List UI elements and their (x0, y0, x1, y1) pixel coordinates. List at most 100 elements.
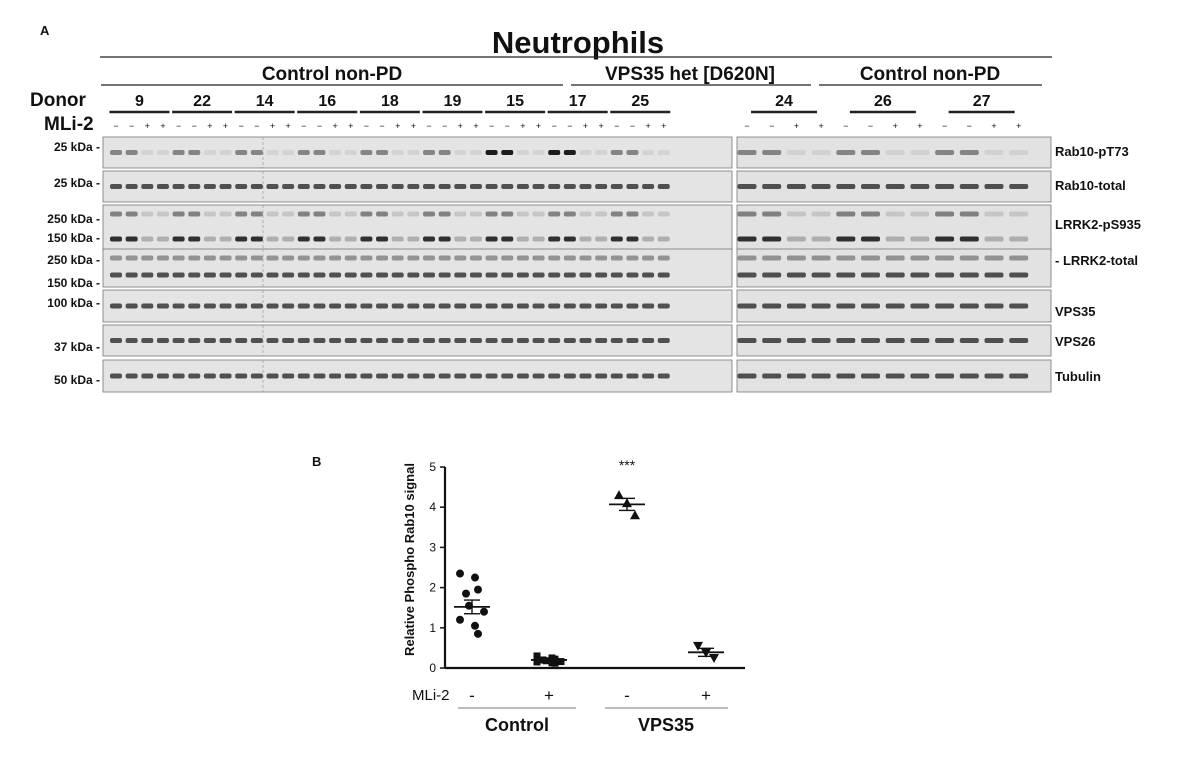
band (532, 338, 545, 343)
donor-id: 15 (506, 93, 524, 110)
band (203, 211, 216, 217)
data-point (557, 658, 565, 666)
lane-sign: − (113, 121, 118, 131)
band (485, 373, 498, 379)
band (935, 338, 955, 343)
band (188, 255, 201, 261)
band (172, 272, 185, 278)
blot-lrrk2-ps935: 250 kDa - 150 kDa - LRRK2-pS935 (47, 204, 1141, 252)
band (762, 338, 782, 343)
band (485, 272, 498, 278)
band (235, 211, 248, 217)
lane-sign: + (332, 121, 337, 131)
lane-sign: + (818, 121, 823, 131)
band (861, 303, 880, 309)
band (423, 236, 435, 242)
band (156, 255, 169, 261)
band (861, 255, 880, 261)
band (1009, 211, 1029, 217)
band (156, 373, 169, 379)
band (344, 236, 357, 242)
band (501, 303, 514, 309)
band (786, 211, 806, 217)
donor-id: 16 (318, 93, 336, 110)
band (626, 211, 639, 217)
band (885, 272, 905, 278)
band (125, 373, 138, 379)
band (297, 272, 310, 278)
blot-panels: 25 kDa - Rab10-pT73 25 kDa - Rab10-total 250… (47, 136, 1141, 393)
band (485, 338, 498, 343)
band (235, 150, 248, 155)
band (141, 272, 154, 278)
lane-sign: − (769, 121, 774, 131)
band (548, 303, 561, 309)
band (219, 236, 232, 242)
lane-sign: − (364, 121, 369, 131)
band (313, 303, 326, 309)
band (885, 150, 905, 155)
lane-sign: + (536, 121, 541, 131)
band (595, 184, 608, 189)
band (438, 272, 451, 278)
y-tick-label: 4 (429, 500, 436, 514)
lane-sign: + (207, 121, 212, 131)
band (836, 303, 856, 309)
band (438, 184, 451, 189)
x-category-label: - (624, 686, 630, 705)
band (438, 236, 451, 242)
band (563, 255, 576, 261)
mli2-row-label: MLi-2 (412, 687, 450, 704)
band (532, 272, 545, 278)
band (610, 150, 623, 155)
lane-sign: + (794, 121, 799, 131)
lane-sign: + (458, 121, 463, 131)
lane-sign: + (145, 121, 150, 131)
donor-label: Donor (30, 90, 87, 111)
donor-id: 25 (631, 93, 649, 110)
band (376, 338, 389, 343)
band (376, 373, 389, 379)
band (501, 338, 514, 343)
y-tick-label: 3 (429, 540, 436, 554)
band (250, 150, 263, 155)
band (910, 236, 930, 242)
band (282, 150, 295, 155)
band (516, 303, 529, 309)
band (959, 373, 979, 379)
band (110, 272, 122, 278)
lane-sign: − (942, 121, 947, 131)
band (737, 211, 757, 217)
band (266, 272, 279, 278)
band (469, 211, 482, 217)
blot-target-label: LRRK2-pS935 (1055, 217, 1141, 232)
band (595, 211, 608, 217)
lane-sign: − (614, 121, 619, 131)
band (376, 184, 389, 189)
band (454, 150, 467, 155)
band (548, 255, 561, 261)
band (110, 373, 122, 379)
lane-sign: − (426, 121, 431, 131)
band (297, 303, 310, 309)
band (407, 338, 420, 343)
band (266, 236, 279, 242)
band (250, 303, 263, 309)
band (219, 303, 232, 309)
band (563, 338, 576, 343)
band (266, 211, 279, 217)
band (219, 184, 232, 189)
band (532, 236, 545, 242)
band (1009, 338, 1029, 343)
band (935, 255, 955, 261)
band (642, 303, 655, 309)
band (516, 150, 529, 155)
y-tick-label: 5 (429, 460, 436, 474)
band (811, 236, 831, 242)
band (344, 338, 357, 343)
group-headers: Control non-PD VPS35 het [D620N] Control n… (101, 64, 1042, 86)
band (1009, 255, 1029, 261)
donor-id: 26 (874, 93, 892, 110)
band (984, 272, 1004, 278)
band (885, 373, 905, 379)
